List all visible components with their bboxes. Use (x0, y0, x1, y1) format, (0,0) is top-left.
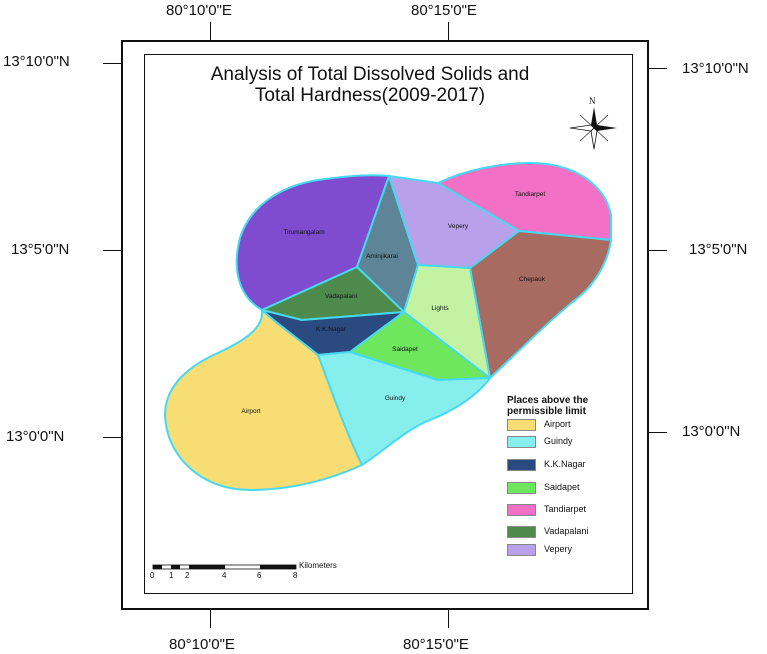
scale-tick-label: 1 (169, 571, 174, 580)
legend-label: Guindy (544, 436, 573, 446)
region-label: Tirumangalam (283, 229, 324, 236)
region-airport (164, 309, 363, 491)
legend-label: Vepery (544, 544, 573, 554)
tick-top-left (210, 22, 211, 40)
map-inner-frame (144, 54, 633, 594)
legend-swatch (507, 419, 536, 431)
scale-tick-label: 0 (150, 571, 155, 580)
map-title-line1: Analysis of Total Dissolved Solids and (210, 64, 530, 85)
legend-label: Vadapalani (544, 526, 589, 536)
lat-label-right-bot: 13°0'0"N (682, 423, 741, 440)
legend-swatch (507, 504, 536, 516)
legend-label: Airport (544, 419, 571, 429)
tick-right-mid (649, 250, 667, 251)
tick-right-bot (649, 432, 667, 433)
scale-tick-label: 6 (257, 571, 262, 580)
lon-label-top-left: 80°10'0"E (166, 2, 232, 19)
lat-label-left-top: 13°10'0"N (3, 53, 70, 70)
scale-tick-label: 4 (222, 571, 227, 580)
tick-left-mid (103, 250, 121, 251)
lon-label-bottom-right: 80°15'0"E (403, 636, 469, 653)
scale-bar (152, 564, 297, 570)
legend-swatch (507, 482, 536, 494)
legend-swatch (507, 544, 536, 556)
tick-left-top (103, 63, 121, 64)
north-arrow-icon (569, 107, 617, 150)
legend-swatch (507, 526, 536, 538)
north-label: N (589, 96, 596, 106)
region-label: Tandiarpet (515, 191, 546, 198)
legend-swatch (507, 436, 536, 448)
region-label: Airport (241, 408, 260, 415)
lat-label-left-bot: 13°0'0"N (6, 428, 65, 445)
region-label: Vadapalani (325, 293, 357, 300)
region-label: Aminjikarai (366, 253, 398, 260)
region-tandiarpet (437, 162, 612, 241)
tick-bottom-left (210, 610, 211, 628)
region-label: Chepauk (519, 276, 546, 283)
tick-bottom-right (448, 610, 449, 628)
map-title-line2: Total Hardness(2009-2017) (254, 85, 486, 106)
scale-tick-label: 8 (293, 571, 298, 580)
region-tirumangalam (235, 174, 390, 311)
lat-label-left-mid: 13°5'0"N (11, 241, 70, 258)
map-outer-frame (121, 40, 649, 610)
tick-right-top (649, 68, 667, 69)
legend: Places above the permissible limit Airpo… (507, 395, 627, 556)
lon-label-bottom-left: 80°10'0"E (169, 636, 235, 653)
region-label: Lights (431, 305, 449, 312)
scale-unit-label: Kilometers (299, 561, 337, 570)
map-title: Analysis of Total Dissolved Solids and T… (160, 64, 580, 106)
legend-label: K.K.Nagar (544, 459, 586, 469)
legend-label: Saidapet (544, 482, 580, 492)
lat-label-right-top: 13°10'0"N (682, 60, 749, 77)
tick-left-bot (103, 437, 121, 438)
region-chepauk (469, 230, 612, 379)
region-label: Vepery (448, 223, 469, 230)
region-label: K.K.Nagar (316, 326, 347, 333)
scale-tick-label: 2 (185, 571, 190, 580)
region-label: Guindy (385, 395, 406, 402)
region-label: Saidapet (392, 346, 418, 353)
legend-swatch (507, 459, 536, 471)
legend-label: Tandiarpet (544, 504, 587, 514)
lat-label-right-mid: 13°5'0"N (689, 241, 748, 258)
lon-label-top-right: 80°15'0"E (411, 2, 477, 19)
legend-title: Places above the permissible limit (507, 395, 589, 417)
tick-top-right (448, 22, 449, 40)
